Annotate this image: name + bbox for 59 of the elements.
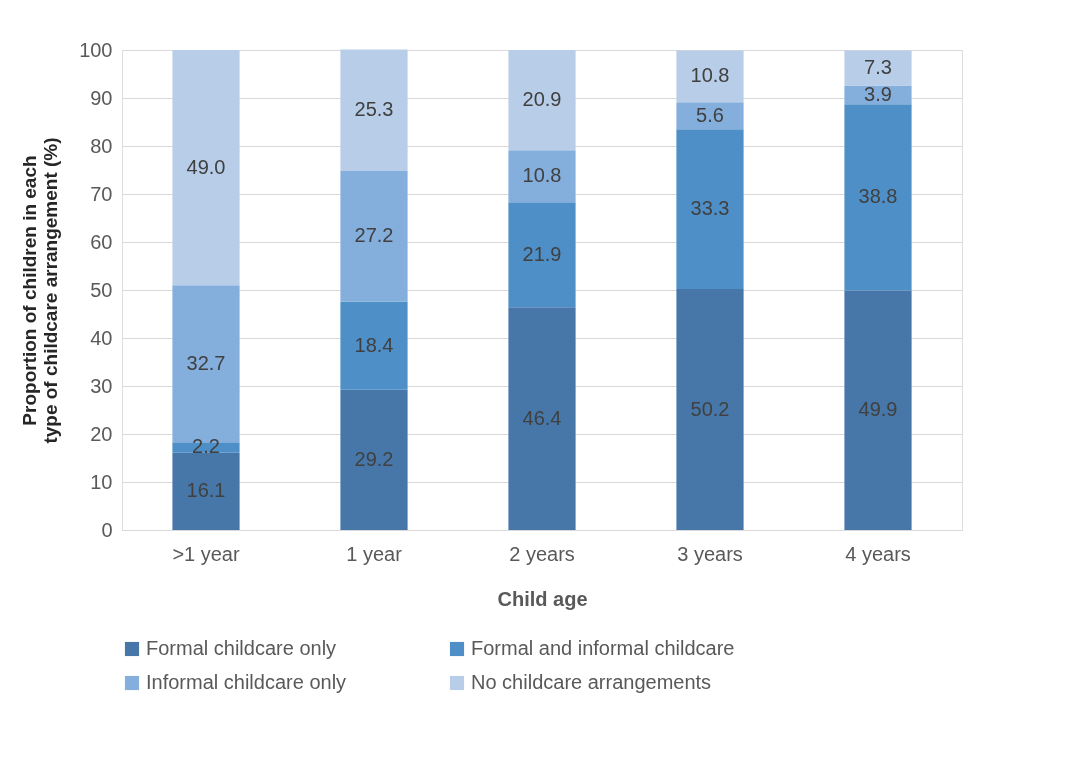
bar <box>676 50 744 103</box>
y-tick-label: 60 <box>90 230 113 253</box>
y-tick-label: 30 <box>90 374 113 397</box>
y-tick-label: 20 <box>90 422 113 445</box>
bar <box>844 104 912 291</box>
data-label: 10.8 <box>522 164 562 187</box>
data-label: 18.4 <box>354 333 394 356</box>
data-label: 33.3 <box>690 197 730 220</box>
data-label: 29.2 <box>354 447 394 470</box>
y-tick-label: 40 <box>90 326 113 349</box>
bar <box>844 50 912 86</box>
data-label: 46.4 <box>522 406 562 429</box>
y-tick-label: 90 <box>90 86 113 109</box>
data-label: 49.0 <box>186 155 226 178</box>
data-label: 50.2 <box>690 397 730 420</box>
y-tick-label: 50 <box>90 278 113 301</box>
data-label: 21.9 <box>522 242 562 265</box>
bar <box>844 290 912 530</box>
x-tick-label: 4 years <box>845 542 911 565</box>
data-label: 10.8 <box>690 64 730 87</box>
bar <box>508 50 576 151</box>
y-tick-label: 10 <box>90 470 113 493</box>
bar <box>508 307 576 530</box>
bar <box>676 102 744 130</box>
bar <box>340 389 408 530</box>
y-tick-label: 100 <box>79 38 113 61</box>
x-tick-label: 1 year <box>346 542 403 565</box>
legend-label: No childcare arrangements <box>471 671 712 693</box>
legend-label: Formal childcare only <box>146 637 337 659</box>
bar <box>340 301 408 390</box>
y-tick-label: 70 <box>90 182 113 205</box>
x-axis-title: Child age <box>497 587 588 610</box>
data-label: 7.3 <box>864 56 892 78</box>
bar <box>172 50 240 286</box>
x-tick-label: >1 year <box>172 542 240 565</box>
bar <box>508 202 576 308</box>
x-tick-label: 3 years <box>677 542 743 565</box>
bar <box>676 289 744 530</box>
legend-label: Informal childcare only <box>146 671 347 693</box>
y-tick-label: 0 <box>101 518 113 541</box>
bar <box>508 150 576 203</box>
data-label: 2.2 <box>192 435 220 458</box>
bar <box>340 49 408 171</box>
bar <box>340 170 408 302</box>
data-label: 16.1 <box>186 479 226 502</box>
bar <box>676 129 744 290</box>
bar <box>172 452 240 530</box>
x-tick-label: 2 years <box>509 542 575 565</box>
data-label: 27.2 <box>354 224 394 247</box>
data-label: 3.9 <box>864 82 892 105</box>
y-axis-title: Proportion of children in each type of childcare arrangement (%) <box>19 137 62 444</box>
y-tick-label: 80 <box>90 134 113 157</box>
data-label: 25.3 <box>354 98 394 121</box>
data-label: 5.6 <box>696 103 724 126</box>
data-label: 20.9 <box>522 88 562 111</box>
data-label: 32.7 <box>186 351 226 374</box>
data-label: 38.8 <box>858 185 898 208</box>
legend-label: Formal and informal childcare <box>471 637 735 659</box>
data-label: 49.9 <box>858 398 898 421</box>
